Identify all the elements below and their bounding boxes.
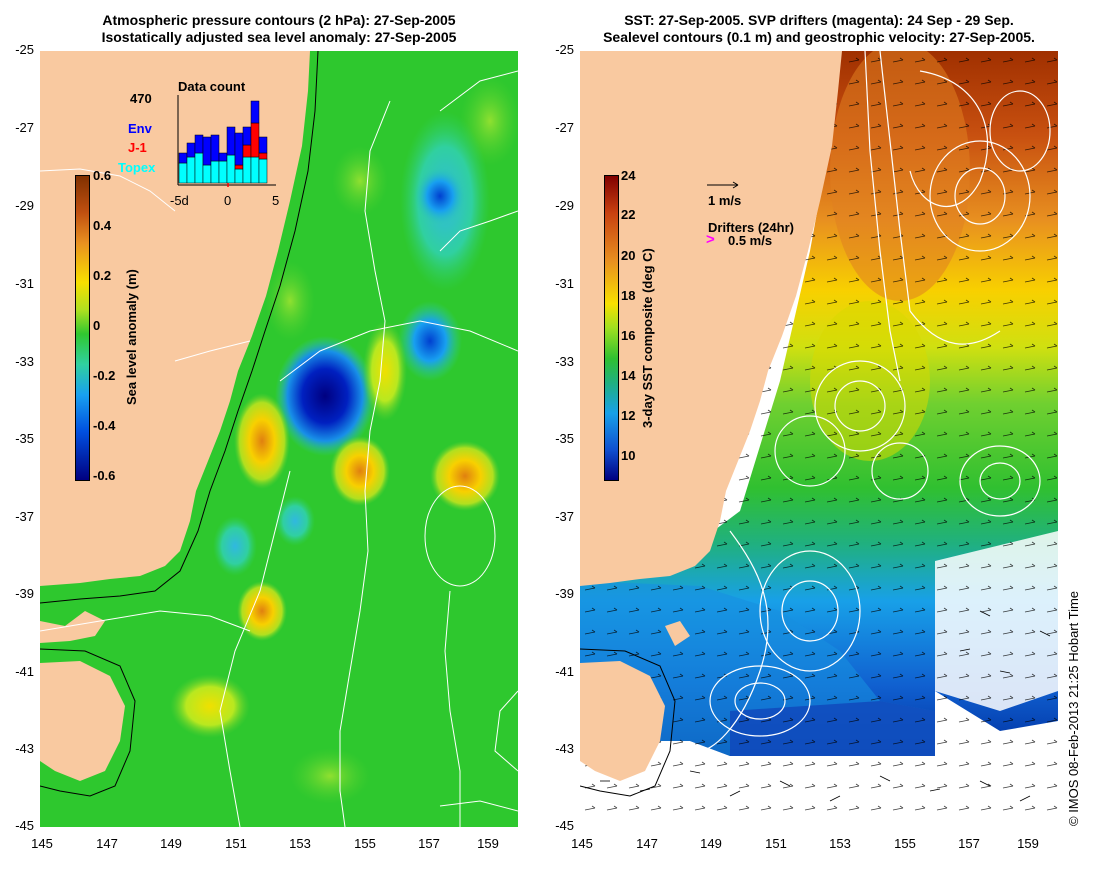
sst-cbtick: 14	[621, 368, 636, 383]
sla-cbtick: -0.4	[93, 418, 116, 433]
legend-env: Env	[128, 121, 152, 136]
sla-cbtick: -0.2	[93, 368, 116, 383]
sla-cbtick: -0.6	[93, 468, 116, 483]
right-ytick: -37	[555, 509, 574, 524]
right-xtick: 153	[829, 836, 851, 851]
left-ytick: -41	[15, 664, 34, 679]
left-xtick: 145	[31, 836, 53, 851]
right-ytick: -33	[555, 354, 574, 369]
data-count-title: Data count	[178, 79, 246, 94]
sla-colorbar-label: Sea level anomaly (m)	[124, 269, 139, 405]
right-title: SST: 27-Sep-2005. SVP drifters (magenta)…	[580, 12, 1058, 46]
left-ytick: -39	[15, 586, 34, 601]
left-xtick: 147	[96, 836, 118, 851]
right-xtick: 151	[765, 836, 787, 851]
inset-xtick: -5d	[170, 193, 189, 208]
left-ytick: -31	[15, 276, 34, 291]
left-title-line2: Isostatically adjusted sea level anomaly…	[101, 29, 457, 45]
sst-cbtick: 24	[621, 168, 636, 183]
sla-map-svg	[40, 51, 518, 827]
left-xtick: 155	[354, 836, 376, 851]
sst-cbtick: 12	[621, 408, 636, 423]
sla-cbtick: 0.6	[93, 168, 112, 183]
right-ytick: -41	[555, 664, 574, 679]
left-xtick: 151	[225, 836, 247, 851]
right-ytick: -31	[555, 276, 574, 291]
left-ytick: -27	[15, 120, 34, 135]
right-ytick: -45	[555, 818, 574, 833]
sst-cbtick: 18	[621, 288, 636, 303]
right-xtick: 157	[958, 836, 980, 851]
right-xtick: 155	[894, 836, 916, 851]
velocity-scale-arrow	[707, 181, 739, 189]
left-ytick: -35	[15, 431, 34, 446]
left-xtick: 153	[289, 836, 311, 851]
right-ytick: -39	[555, 586, 574, 601]
velocity-scale-label: 1 m/s	[708, 193, 742, 208]
right-ytick: -27	[555, 120, 574, 135]
left-ytick: -29	[15, 198, 34, 213]
data-count-histogram	[177, 95, 276, 187]
sst-map-svg	[580, 51, 1058, 827]
sla-cbtick: 0.4	[93, 218, 112, 233]
left-xtick: 157	[418, 836, 440, 851]
histogram-bars	[178, 100, 268, 184]
right-xtick: 145	[571, 836, 593, 851]
drifters-label: Drifters (24hr)	[708, 220, 794, 235]
sst-map	[580, 51, 1058, 827]
sst-colorbar	[604, 175, 619, 481]
drifter-scale-label: 0.5 m/s	[728, 233, 773, 248]
left-ytick: -43	[15, 741, 34, 756]
sst-cbtick: 16	[621, 328, 636, 343]
left-xtick: 149	[160, 836, 182, 851]
left-title-line1: Atmospheric pressure contours (2 hPa): 2…	[102, 12, 456, 28]
legend-j1: J-1	[128, 140, 147, 155]
sla-cbtick: 0.2	[93, 268, 112, 283]
right-ytick: -35	[555, 431, 574, 446]
sla-colorbar	[75, 175, 90, 481]
right-title-line2: Sealevel contours (0.1 m) and geostrophi…	[603, 29, 1035, 45]
sst-cbtick: 22	[621, 207, 636, 222]
sst-colorbar-label: 3-day SST composite (deg C)	[640, 248, 655, 428]
left-xtick: 159	[477, 836, 499, 851]
sea-level-anomaly-map	[40, 51, 518, 827]
right-xtick: 149	[700, 836, 722, 851]
left-title: Atmospheric pressure contours (2 hPa): 2…	[40, 12, 518, 46]
inset-xtick: 0	[224, 193, 232, 208]
left-ytick: -37	[15, 509, 34, 524]
sealevel-contours	[699, 51, 1051, 752]
right-xtick: 159	[1017, 836, 1039, 851]
right-xtick: 147	[636, 836, 658, 851]
left-ytick: -45	[15, 818, 34, 833]
left-ytick: -25	[15, 42, 34, 57]
inset-xtick: 5	[272, 193, 280, 208]
left-ytick: -33	[15, 354, 34, 369]
data-count-value: 470	[130, 91, 152, 106]
copyright-text: © IMOS 08-Feb-2013 21:25 Hobart Time	[1066, 590, 1081, 826]
sla-cbtick: 0	[93, 318, 101, 333]
right-ytick: -43	[555, 741, 574, 756]
legend-topex: Topex	[118, 160, 156, 175]
right-ytick: -29	[555, 198, 574, 213]
right-title-line1: SST: 27-Sep-2005. SVP drifters (magenta)…	[624, 12, 1014, 28]
right-ytick: -25	[555, 42, 574, 57]
drifter-arrow-icon: >	[706, 231, 715, 248]
southern-velocity-arrows	[600, 610, 1051, 802]
sst-cbtick: 10	[621, 448, 636, 463]
sst-cbtick: 20	[621, 248, 636, 263]
